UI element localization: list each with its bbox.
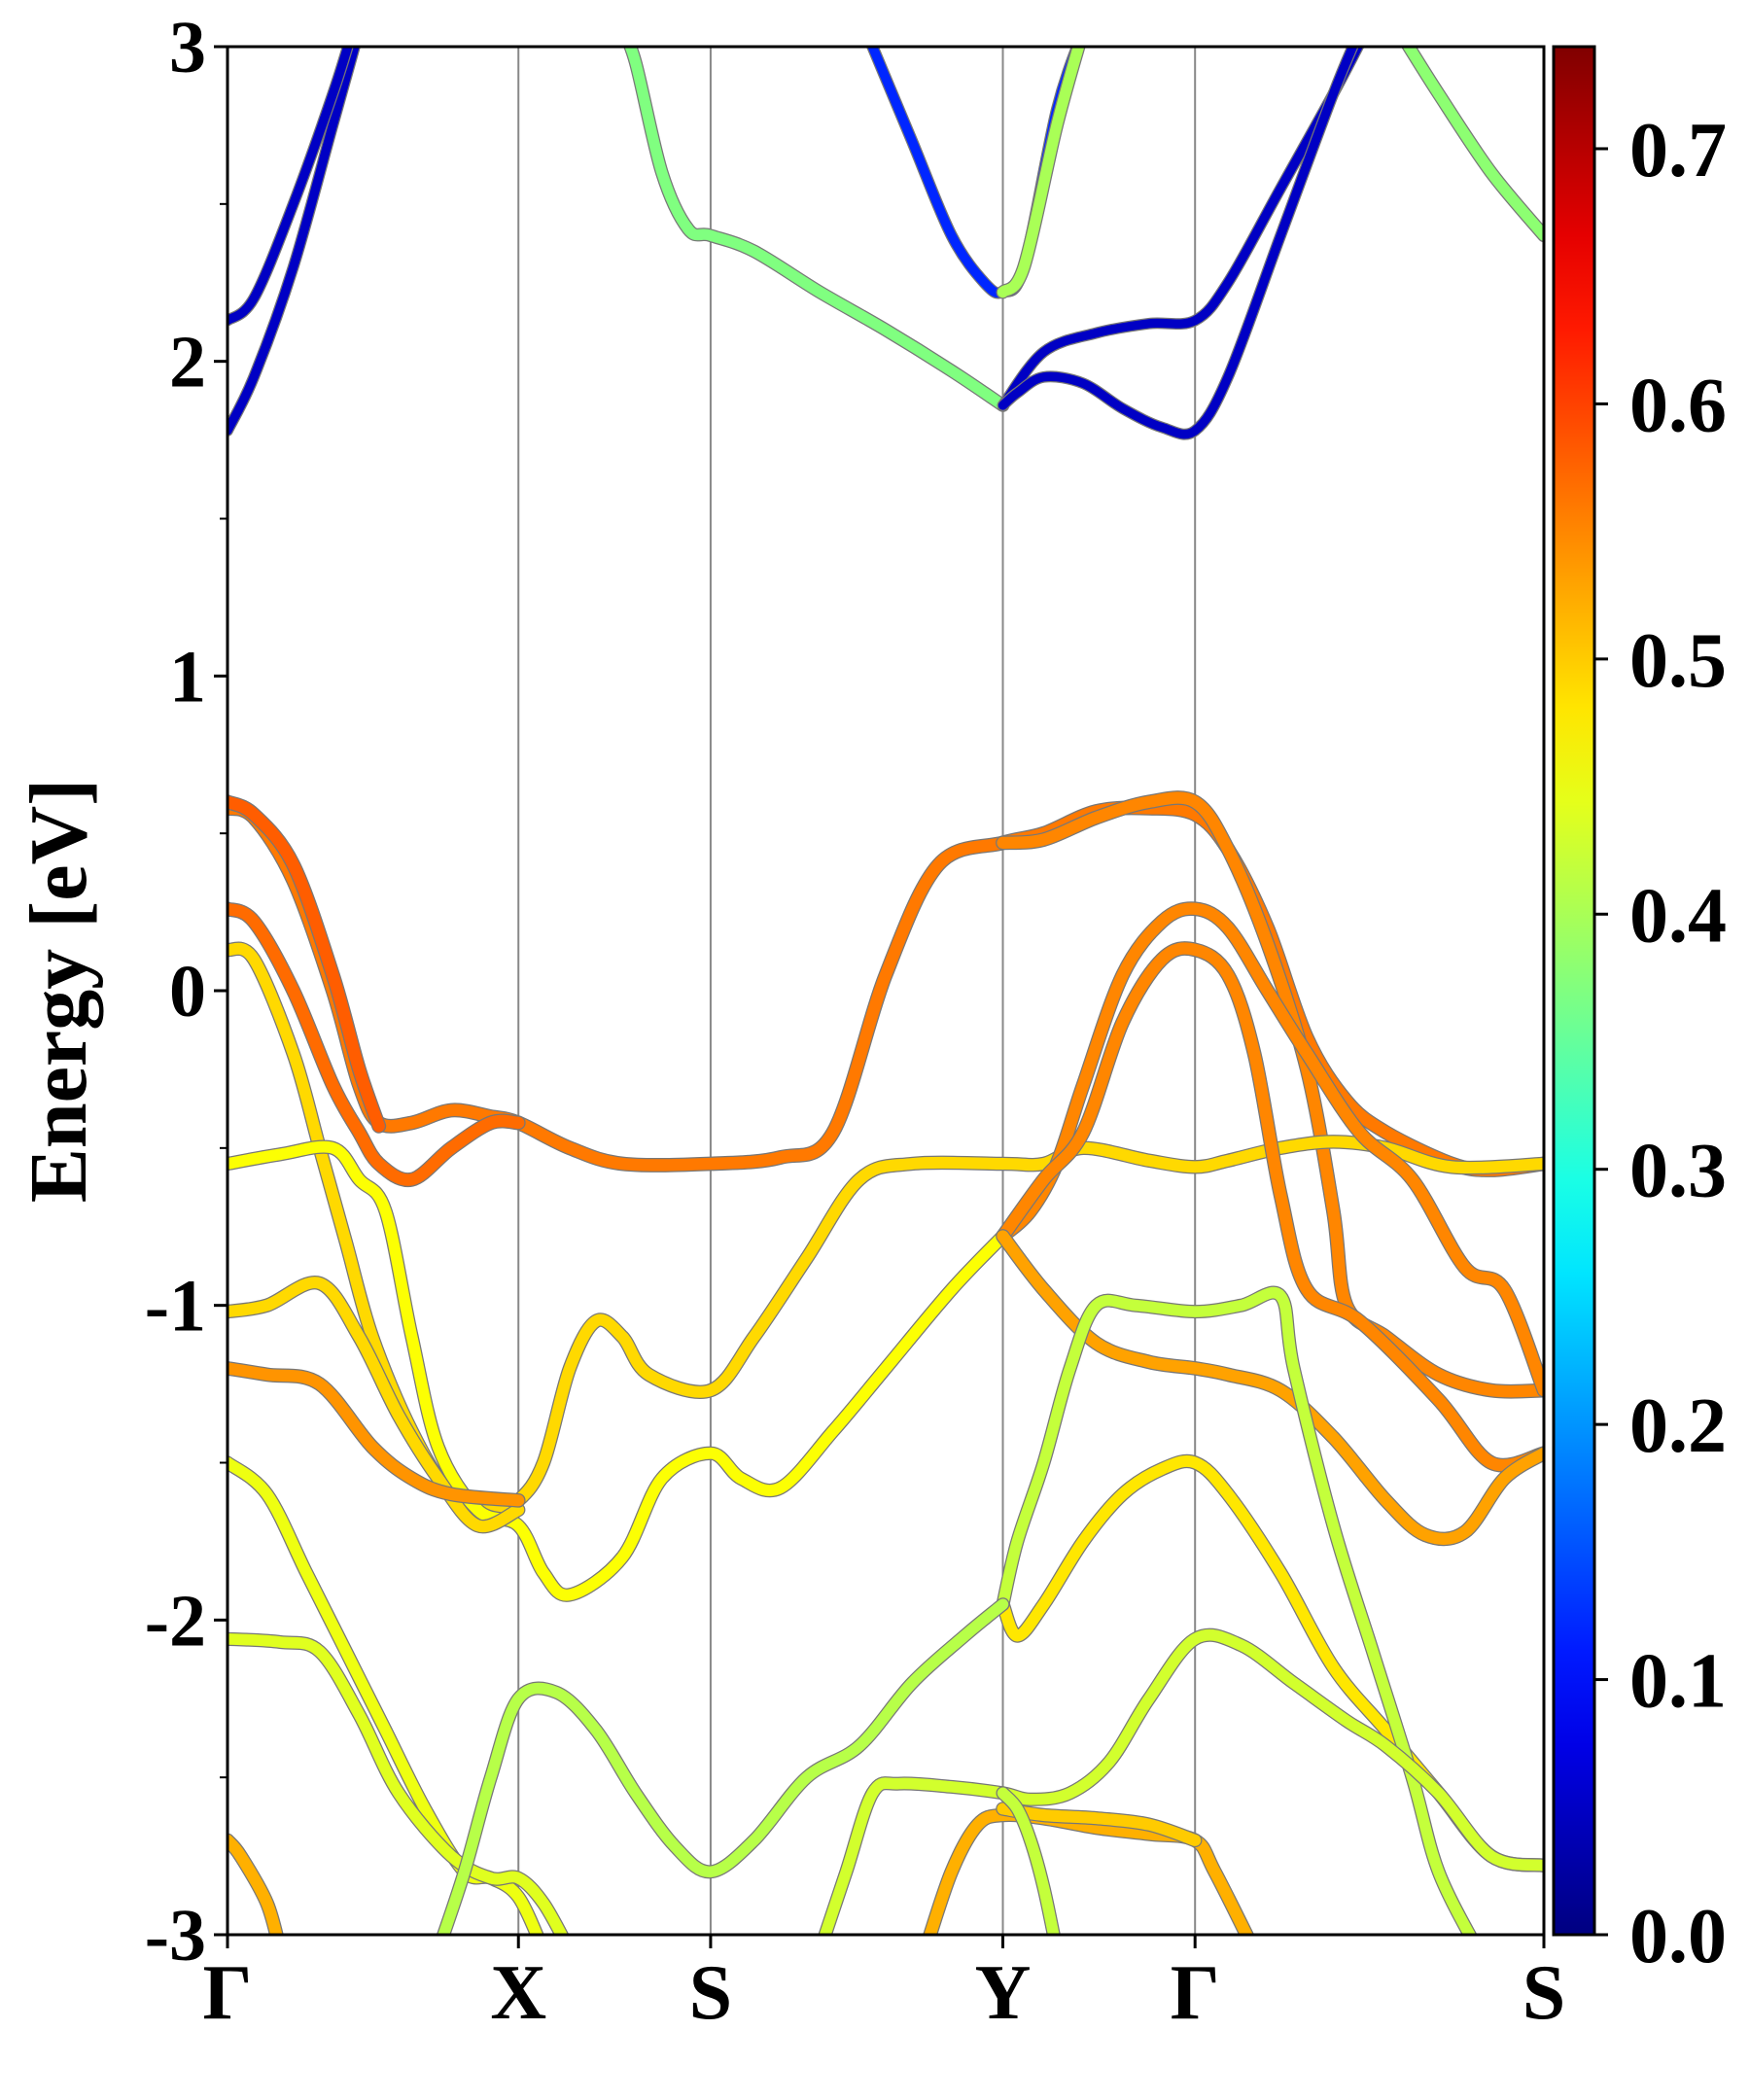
y-tick-label: 3 xyxy=(169,7,206,88)
band-line xyxy=(228,902,525,1186)
kpoint-label: S xyxy=(689,1950,733,2036)
colorbar-tick-label: 0.4 xyxy=(1629,873,1727,959)
colorbar-tick-label: 0.7 xyxy=(1629,108,1727,193)
y-tick-label: -3 xyxy=(145,1895,206,1977)
band-line xyxy=(228,1632,569,1935)
colorbar-tick-label: 0.5 xyxy=(1629,618,1727,704)
colorbar xyxy=(1552,45,1596,1937)
band-line xyxy=(997,1230,1544,1546)
y-axis: -3 -2 -1 0 1 2 3 xyxy=(145,7,228,1977)
kpoint-label: Y xyxy=(975,1950,1032,2036)
y-axis-label: Energy [eV] xyxy=(14,779,104,1203)
colorbar-tick-label: 0.6 xyxy=(1629,363,1727,448)
colorbar-tick-label: 0.2 xyxy=(1629,1383,1727,1469)
band-line xyxy=(997,47,1085,298)
y-tick-label: 1 xyxy=(169,636,206,718)
colorbar-tick-label: 0.1 xyxy=(1629,1639,1727,1725)
kpoint-label: Γ xyxy=(203,1950,253,2036)
band-line xyxy=(228,1362,525,1507)
band-line xyxy=(997,942,1544,1472)
kpoint-label: X xyxy=(490,1950,546,2036)
y-tick-label: -2 xyxy=(145,1580,206,1662)
band-line xyxy=(228,47,353,326)
band-line xyxy=(438,1598,1009,1935)
band-line xyxy=(997,1787,1060,1935)
band-line xyxy=(997,902,1544,1397)
colorbar-axis: 0.0 0.1 0.2 0.3 0.4 0.5 0.6 0.7 xyxy=(1594,108,1727,1979)
band-line xyxy=(624,47,1009,411)
bands-group xyxy=(228,47,1544,1935)
y-tick-label: -1 xyxy=(145,1266,206,1348)
band-line xyxy=(228,1140,1009,1601)
band-line xyxy=(228,942,1544,1517)
kpoint-label: S xyxy=(1522,1950,1566,2036)
colorbar-tick-label: 0.3 xyxy=(1629,1129,1727,1214)
band-line xyxy=(228,1834,283,1935)
y-tick-label: 2 xyxy=(169,322,206,403)
band-line xyxy=(819,1629,1544,1935)
band-line xyxy=(228,795,385,1133)
band-line xyxy=(228,47,360,436)
band-line xyxy=(997,1802,1202,1846)
band-line xyxy=(998,47,1358,439)
band-line xyxy=(1402,47,1544,241)
colorbar-tick-label: 0.0 xyxy=(1629,1894,1727,1979)
y-tick-label: 0 xyxy=(169,951,206,1032)
band-line xyxy=(228,1277,525,1533)
kpoint-label: Γ xyxy=(1171,1950,1220,2036)
